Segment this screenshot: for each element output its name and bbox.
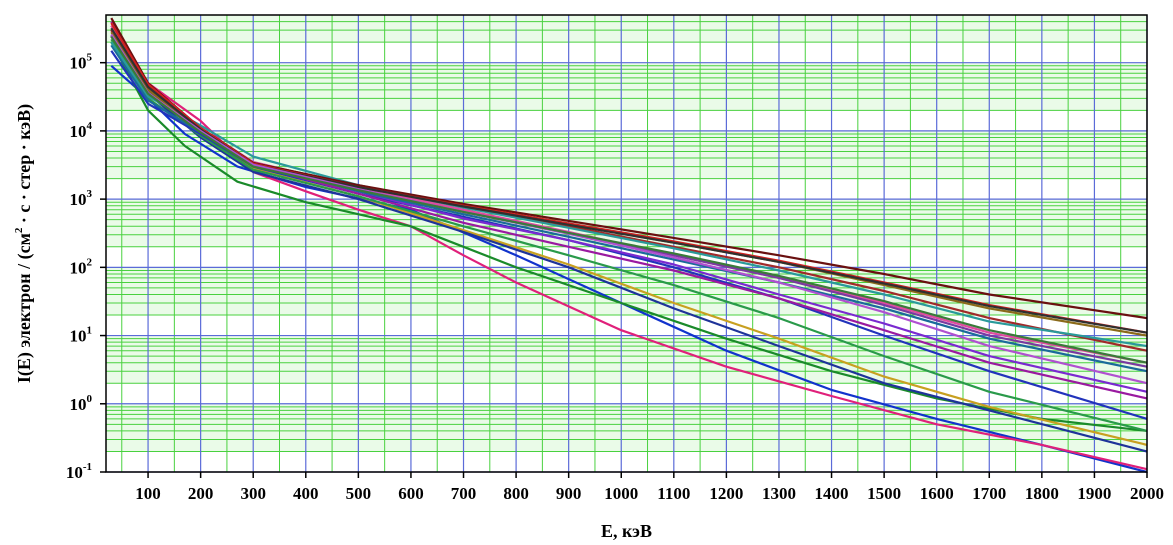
x-axis-title: E, кэВ	[601, 521, 652, 541]
y-tick-label: 102	[70, 256, 93, 277]
series-line-2	[110, 25, 1148, 471]
y-axis-title-post: · с · стер · кэВ)	[14, 104, 35, 228]
y-tick-label: 104	[70, 120, 93, 141]
x-tick-label: 1500	[867, 484, 901, 503]
x-tick-label: 700	[451, 484, 477, 503]
x-tick-label: 1600	[920, 484, 954, 503]
x-tick-label: 800	[503, 484, 529, 503]
x-axis-ticks: 100 200 300 400 500 600 700 800 900 1000 1100 1200 1…	[135, 472, 1164, 503]
series-line-20	[110, 36, 1148, 364]
series-line-1	[110, 64, 1148, 474]
data-series	[110, 17, 1148, 474]
series-line-3	[110, 41, 1148, 432]
y-tick-label: 103	[70, 188, 93, 209]
y-tick-exponent: 5	[87, 52, 93, 64]
y-tick-label: 100	[70, 393, 93, 414]
y-tick-exponent: 1	[87, 325, 93, 337]
x-tick-label: 1800	[1025, 484, 1059, 503]
y-tick-base: 10	[70, 190, 87, 209]
x-tick-label: 1700	[972, 484, 1006, 503]
y-tick-exponent: -1	[83, 461, 92, 473]
y-tick-base: 10	[70, 258, 87, 277]
y-tick-label: 105	[70, 52, 93, 73]
y-tick-base: 10	[70, 395, 87, 414]
x-tick-label: 400	[293, 484, 319, 503]
decade-band	[106, 62, 1147, 111]
x-tick-label: 900	[556, 484, 582, 503]
x-tick-label: 100	[135, 484, 161, 503]
y-axis-title: I(E) электрон / (см2 · с · стер · кэВ)	[13, 104, 35, 383]
decade-band	[106, 335, 1147, 384]
y-tick-label: 10-1	[66, 461, 92, 482]
y-tick-exponent: 3	[87, 188, 93, 200]
y-tick-exponent: 4	[87, 120, 93, 132]
x-tick-label: 600	[398, 484, 424, 503]
x-tick-label: 1900	[1077, 484, 1111, 503]
y-tick-exponent: 0	[87, 393, 93, 405]
x-tick-label: 2000	[1130, 484, 1164, 503]
plot-frame	[105, 14, 1148, 473]
y-axis-title-pre: I(E) электрон / (см	[14, 233, 35, 383]
x-tick-label: 200	[188, 484, 214, 503]
x-tick-label: 1100	[657, 484, 690, 503]
x-tick-label: 300	[240, 484, 266, 503]
x-tick-label: 1200	[709, 484, 743, 503]
y-axis-title-sup: 2	[13, 227, 25, 233]
x-tick-label: 1400	[815, 484, 849, 503]
y-tick-base: 10	[70, 54, 87, 73]
decade-band	[106, 15, 1147, 43]
x-tick-label: 1300	[762, 484, 796, 503]
series-line-18	[110, 27, 1148, 334]
x-tick-label: 500	[346, 484, 372, 503]
y-tick-base: 10	[70, 327, 87, 346]
y-tick-label: 101	[70, 325, 93, 346]
y-tick-exponent: 2	[87, 256, 93, 268]
y-tick-base: 10	[70, 122, 87, 141]
y-tick-base: 10	[66, 463, 83, 482]
x-tick-label: 1000	[604, 484, 638, 503]
